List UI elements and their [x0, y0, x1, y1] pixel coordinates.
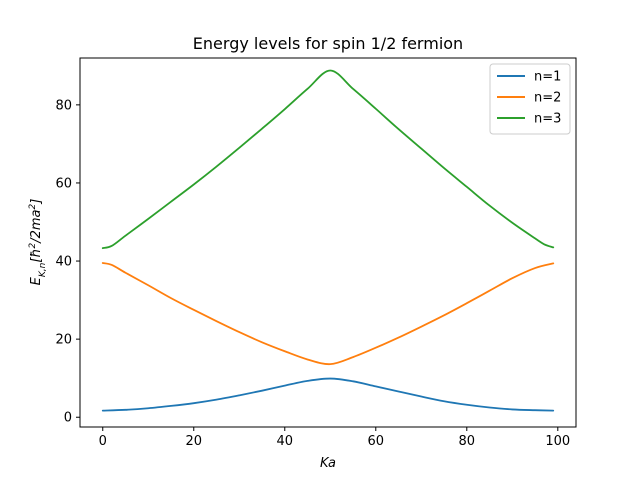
x-tick-label: 40 — [276, 434, 293, 449]
y-tick-label: 0 — [64, 411, 72, 426]
x-tick-label: 0 — [99, 434, 107, 449]
y-tick-label: 80 — [55, 98, 72, 113]
plot-area — [101, 69, 555, 412]
y-axis: 0 20 40 60 80 — [55, 98, 80, 426]
legend-box — [489, 63, 571, 135]
y-tick-label: 60 — [55, 176, 72, 191]
x-tick-label: 100 — [545, 434, 570, 449]
chart-title: Energy levels for spin 1/2 fermion — [193, 34, 463, 53]
x-tick-label: 60 — [368, 434, 385, 449]
x-axis-label: Ka — [320, 456, 336, 471]
legend-label-n=3: n=3 — [534, 112, 561, 127]
series-line-n=3 — [101, 69, 555, 250]
series-line-n=2 — [101, 262, 555, 366]
axes-frame — [79, 57, 577, 428]
y-tick-label: 20 — [55, 333, 72, 348]
x-tick-label: 80 — [459, 434, 476, 449]
series-line-n=1 — [101, 377, 555, 412]
legend-label-n=1: n=1 — [534, 70, 561, 85]
x-axis: 0 20 40 60 80 100 — [99, 427, 570, 449]
x-tick-label: 20 — [185, 434, 202, 449]
legend-label-n=2: n=2 — [534, 91, 561, 106]
legend: n=1 n=2 n=3 — [489, 63, 571, 135]
y-tick-label: 40 — [55, 255, 72, 270]
